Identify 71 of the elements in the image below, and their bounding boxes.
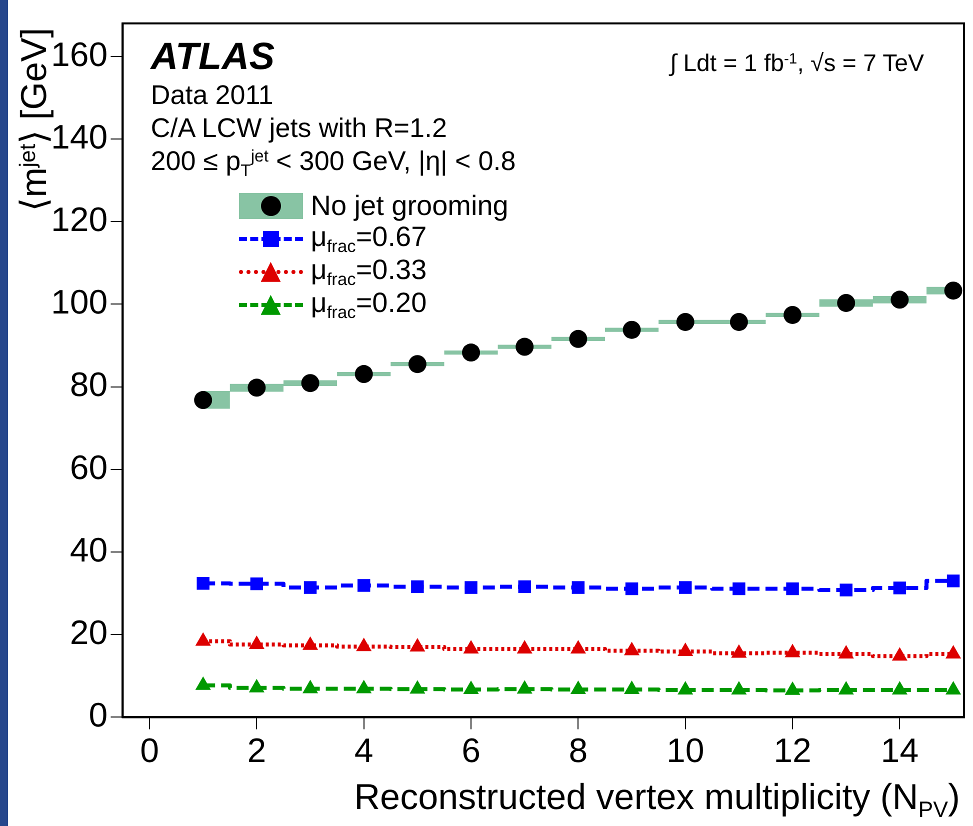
point [622, 320, 641, 339]
point [892, 647, 908, 661]
point [195, 632, 211, 646]
point [784, 306, 802, 324]
point [463, 640, 479, 654]
point [354, 365, 373, 384]
point [356, 638, 372, 652]
point [945, 680, 962, 694]
x-tick-label: 8 [568, 732, 588, 770]
annotation: Data 2011 [150, 80, 274, 112]
y-tick-label: 140 [50, 118, 108, 156]
y-tick-label: 0 [88, 696, 108, 735]
point [730, 312, 748, 331]
point [408, 355, 426, 374]
point [410, 680, 426, 694]
point [516, 680, 532, 694]
point [784, 644, 800, 658]
point [676, 312, 694, 331]
point [731, 680, 747, 694]
y-tick-label: 60 [70, 448, 108, 487]
x-tick-label: 12 [774, 732, 812, 770]
x-tick-label: 6 [462, 732, 480, 770]
legend-label: μ$_{frac}$=0.67 [310, 220, 427, 256]
legend-label: No jet grooming [310, 190, 508, 221]
point [892, 680, 908, 694]
point [410, 638, 426, 652]
point [301, 374, 320, 392]
y-tick-label: 100 [50, 284, 108, 322]
legend-label: μ$_{frac}$=0.33 [310, 254, 427, 289]
point [194, 391, 212, 410]
point [516, 338, 534, 356]
point [302, 680, 318, 694]
annotation: ∫ Ldt = 1 fb$^{-1}$, √s = 7 TeV [670, 50, 924, 78]
x-tick-label: 2 [247, 732, 266, 770]
annotation: C/A LCW jets with R=1.2 [150, 113, 448, 144]
annotation: 200 ≤ p$_{T}$$^{jet}$ < 300 GeV, |η| < 0.8 [150, 146, 516, 181]
x-tick-label: 4 [354, 732, 374, 770]
point [356, 680, 372, 694]
y-tick-label: 80 [70, 366, 108, 404]
point [302, 636, 318, 650]
point [463, 680, 479, 694]
point [838, 645, 854, 659]
y-tick-label: 120 [50, 201, 108, 240]
x-tick-label: 10 [666, 732, 704, 770]
point [838, 680, 854, 694]
legend-label: μ$_{frac}$=0.20 [310, 286, 427, 322]
point [890, 290, 909, 309]
point [569, 330, 588, 348]
point [624, 642, 640, 656]
point [248, 636, 264, 650]
point [784, 681, 800, 695]
point [837, 294, 856, 312]
x-axis-title: Reconstructed vertex multiplicity (N$_{PV}$) [354, 776, 960, 822]
annotation: ATLAS [150, 36, 275, 80]
point [678, 680, 694, 694]
point [731, 644, 747, 658]
point [624, 680, 640, 694]
y-tick-label: 20 [70, 614, 108, 652]
y-tick-label: 40 [70, 531, 108, 570]
point [570, 680, 586, 694]
x-tick-label: 0 [140, 732, 159, 770]
point [248, 378, 266, 397]
point [516, 640, 532, 654]
point [195, 676, 211, 690]
point [462, 344, 480, 362]
point [248, 678, 264, 692]
point [945, 645, 962, 659]
point [570, 640, 586, 654]
x-tick-label: 14 [880, 732, 919, 770]
point [678, 642, 694, 656]
point [944, 282, 962, 300]
